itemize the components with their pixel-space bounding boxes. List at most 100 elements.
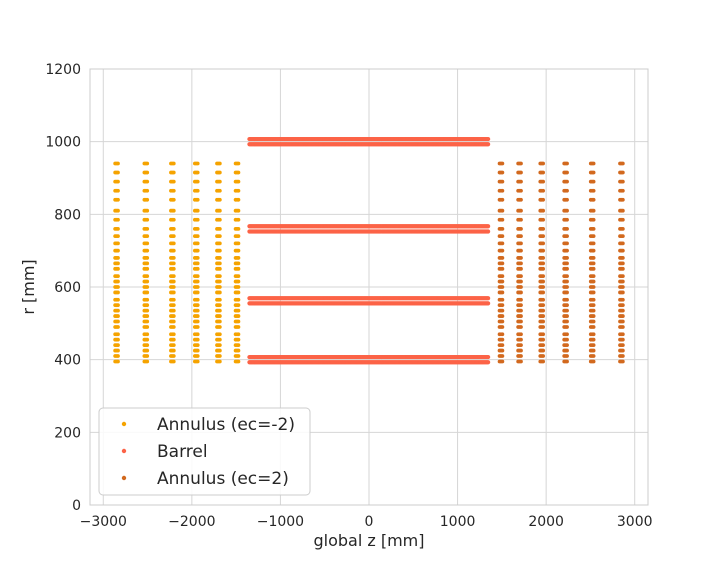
- data-point: [565, 279, 569, 284]
- data-point: [195, 348, 200, 353]
- series-2-points: [497, 161, 625, 364]
- data-point: [236, 279, 241, 284]
- data-point: [236, 241, 241, 246]
- data-point: [541, 188, 546, 193]
- data-point: [541, 319, 546, 324]
- data-point: [236, 256, 241, 260]
- data-point: [145, 170, 150, 175]
- data-point: [217, 274, 222, 278]
- data-point: [171, 354, 176, 358]
- data-point: [236, 337, 241, 342]
- data-point: [541, 285, 546, 289]
- y-axis-label: r [mm]: [19, 259, 38, 314]
- data-point: [519, 179, 523, 184]
- data-point: [620, 188, 625, 193]
- data-point: [236, 290, 241, 295]
- data-point: [500, 261, 505, 266]
- data-point: [565, 208, 569, 213]
- legend-marker-barrel: [121, 448, 127, 454]
- data-point: [541, 314, 546, 318]
- data-point: [217, 234, 222, 239]
- data-point: [195, 337, 200, 342]
- data-point: [116, 354, 120, 358]
- data-point: [565, 314, 569, 318]
- data-point: [591, 234, 596, 239]
- data-point: [620, 337, 625, 342]
- data-point: [591, 261, 596, 266]
- data-point: [519, 241, 523, 246]
- data-point: [519, 337, 523, 342]
- legend-label-barrel: Barrel: [157, 442, 208, 462]
- data-point: [236, 261, 241, 266]
- data-point: [519, 279, 523, 284]
- data-point: [236, 266, 241, 271]
- data-point: [519, 319, 523, 324]
- data-point: [145, 179, 150, 184]
- data-point: [236, 314, 241, 318]
- data-point: [236, 179, 241, 184]
- data-point: [195, 161, 200, 166]
- data-point: [500, 179, 505, 184]
- data-point: [620, 208, 625, 213]
- data-point: [541, 348, 546, 353]
- data-point: [145, 290, 150, 295]
- data-point: [145, 266, 150, 271]
- data-point: [620, 279, 625, 284]
- data-point: [541, 325, 546, 329]
- data-point: [236, 332, 241, 337]
- data-point: [116, 217, 120, 222]
- data-point: [195, 354, 200, 358]
- data-point: [236, 308, 241, 313]
- data-point: [620, 308, 625, 313]
- data-point: [500, 325, 505, 329]
- data-point: [236, 234, 241, 239]
- data-point: [145, 308, 150, 313]
- data-point: [519, 188, 523, 193]
- data-point: [195, 297, 200, 302]
- data-point: [500, 197, 505, 202]
- data-point: [565, 179, 569, 184]
- data-point: [145, 354, 150, 358]
- data-point: [116, 274, 120, 278]
- data-point: [217, 179, 222, 184]
- data-point: [500, 319, 505, 324]
- data-point: [500, 241, 505, 246]
- data-point: [500, 297, 505, 302]
- data-point: [145, 208, 150, 213]
- y-tick-label: 1200: [45, 62, 81, 78]
- data-point: [236, 217, 241, 222]
- y-tick-label: 400: [54, 353, 81, 369]
- data-point: [145, 261, 150, 266]
- data-point: [217, 248, 222, 253]
- data-point: [591, 241, 596, 246]
- data-point: [591, 170, 596, 175]
- data-point: [519, 290, 523, 295]
- data-point: [171, 337, 176, 342]
- data-point: [541, 359, 546, 364]
- y-tick-label: 1000: [45, 135, 81, 151]
- legend-box: [98, 407, 311, 496]
- data-point: [541, 208, 546, 213]
- data-point: [171, 297, 176, 302]
- data-point: [620, 161, 625, 166]
- data-point: [217, 290, 222, 295]
- data-point: [620, 290, 625, 295]
- data-point: [620, 319, 625, 324]
- legend-label-annulus-ec-2: Annulus (ec=2): [157, 469, 289, 489]
- data-point: [171, 197, 176, 202]
- data-point: [171, 308, 176, 313]
- data-point: [145, 332, 150, 337]
- data-point: [591, 308, 596, 313]
- data-point: [116, 226, 120, 231]
- data-point: [500, 303, 505, 308]
- data-point: [565, 217, 569, 222]
- data-point: [565, 256, 569, 260]
- y-tick-label: 200: [54, 425, 81, 441]
- data-point: [236, 359, 241, 364]
- data-point: [217, 261, 222, 266]
- axis-tick-labels: −3000 −2000 −1000 0 1000 2000 3000 0 200 400 600 80…: [45, 62, 652, 530]
- data-point: [620, 354, 625, 358]
- data-point: [195, 343, 200, 348]
- data-point: [116, 241, 120, 246]
- data-point: [519, 285, 523, 289]
